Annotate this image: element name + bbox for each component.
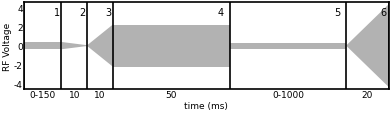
Text: 5: 5 <box>334 8 341 18</box>
X-axis label: time (ms): time (ms) <box>184 101 228 110</box>
Polygon shape <box>62 43 87 50</box>
Y-axis label: RF Voltage: RF Voltage <box>4 22 13 70</box>
Text: 2: 2 <box>80 8 86 18</box>
Text: 6: 6 <box>380 8 387 18</box>
Polygon shape <box>347 5 388 87</box>
Text: 4: 4 <box>218 8 224 18</box>
Text: 1: 1 <box>53 8 60 18</box>
Polygon shape <box>87 25 113 67</box>
Text: 3: 3 <box>105 8 112 18</box>
